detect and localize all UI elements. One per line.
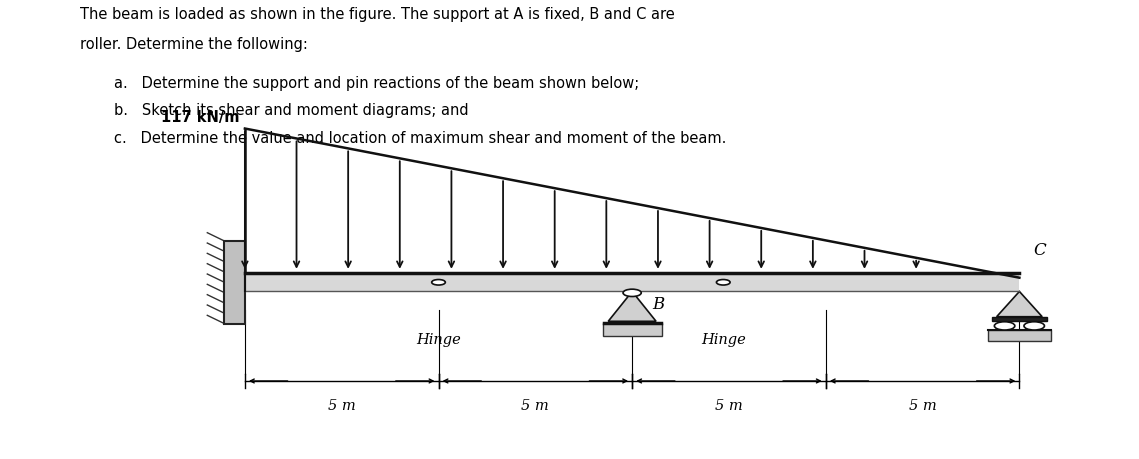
Text: roller. Determine the following:: roller. Determine the following: xyxy=(80,37,308,52)
Text: 5 m: 5 m xyxy=(715,399,743,414)
Circle shape xyxy=(623,289,641,297)
Bar xyxy=(245,273,1019,291)
Text: The beam is loaded as shown in the figure. The support at A is fixed, B and C ar: The beam is loaded as shown in the figur… xyxy=(80,7,674,22)
Text: 5 m: 5 m xyxy=(909,399,936,414)
Text: 117 kN/m: 117 kN/m xyxy=(161,110,239,125)
Bar xyxy=(988,330,1050,341)
Text: c.   Determine the value and location of maximum shear and moment of the beam.: c. Determine the value and location of m… xyxy=(114,131,727,146)
Circle shape xyxy=(716,280,730,285)
Text: Hinge: Hinge xyxy=(700,333,746,347)
Text: C: C xyxy=(1033,242,1046,259)
Polygon shape xyxy=(608,291,656,321)
Text: 5 m: 5 m xyxy=(522,399,549,414)
Polygon shape xyxy=(997,291,1042,317)
Text: Hinge: Hinge xyxy=(416,333,461,347)
Bar xyxy=(603,323,662,336)
Text: b.   Sketch its shear and moment diagrams; and: b. Sketch its shear and moment diagrams;… xyxy=(114,103,468,118)
Circle shape xyxy=(1024,322,1044,330)
Text: A: A xyxy=(224,262,237,280)
Text: a.   Determine the support and pin reactions of the beam shown below;: a. Determine the support and pin reactio… xyxy=(114,76,639,91)
Text: B: B xyxy=(653,296,665,313)
Bar xyxy=(224,241,245,324)
Circle shape xyxy=(994,322,1015,330)
Text: 5 m: 5 m xyxy=(328,399,355,414)
Bar xyxy=(992,317,1047,321)
Circle shape xyxy=(432,280,445,285)
